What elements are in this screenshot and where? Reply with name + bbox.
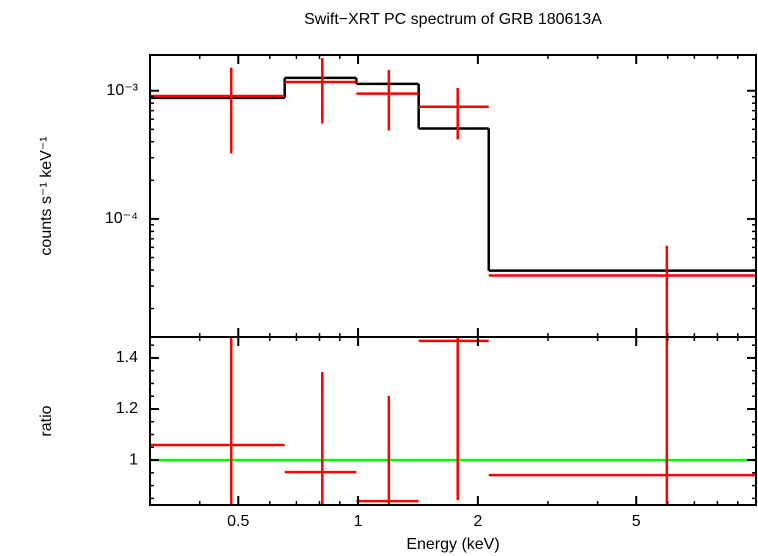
y-axis-label: counts s⁻¹ keV⁻¹ (38, 136, 55, 255)
x-axis-label: Energy (keV) (406, 536, 499, 553)
y-tick-label: 10⁻⁴ (105, 210, 138, 227)
x-tick-label: 1 (354, 513, 363, 530)
plot-area (150, 58, 756, 337)
plot-area (150, 337, 756, 505)
y-tick-label: 1.2 (116, 400, 138, 417)
y-tick-label: 10⁻³ (106, 82, 138, 99)
x-tick-label: 0.5 (227, 513, 249, 530)
y-axis-label: ratio (38, 405, 55, 436)
y-tick-label: 1.4 (116, 349, 138, 366)
chart-title: Swift−XRT PC spectrum of GRB 180613A (304, 11, 602, 28)
y-tick-label: 1 (129, 451, 138, 468)
x-tick-label: 2 (473, 513, 482, 530)
plot-frame (149, 336, 757, 506)
x-tick-label: 5 (632, 513, 641, 530)
